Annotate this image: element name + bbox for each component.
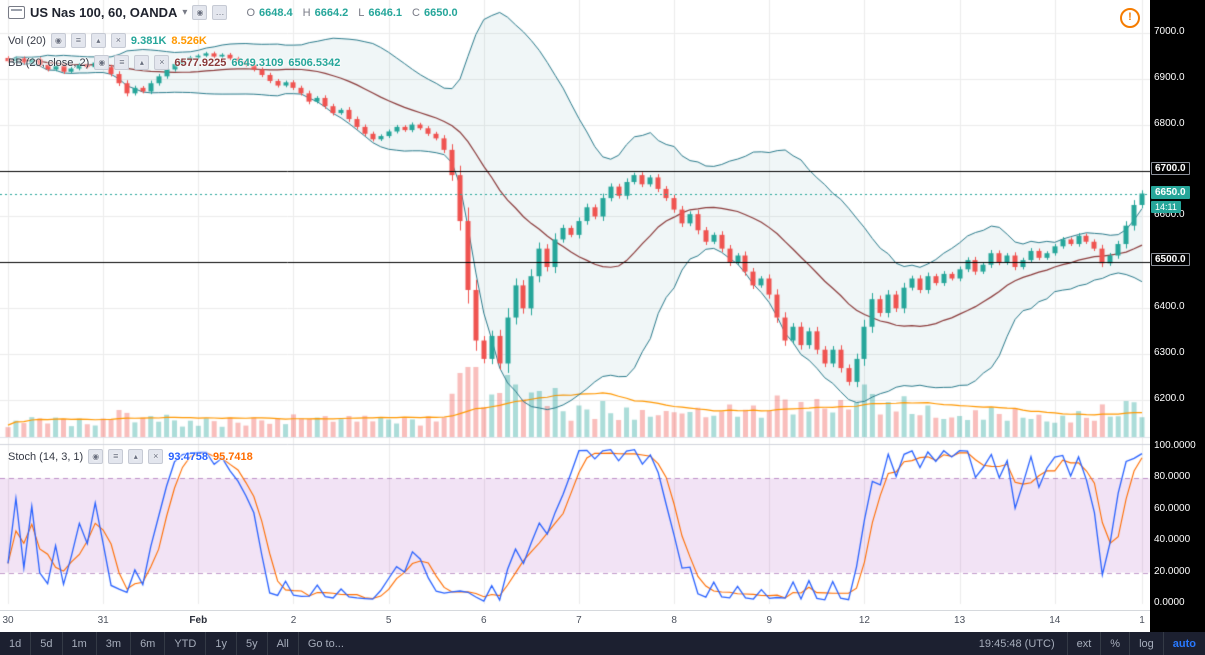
time-tick: 31 — [97, 615, 109, 626]
range-button[interactable]: YTD — [164, 632, 205, 655]
range-buttons: 1d 5d 1m 3m 6m YTD 1y 5y All — [0, 632, 298, 655]
chevron-down-icon[interactable] — [182, 7, 187, 18]
close-icon[interactable] — [154, 55, 170, 70]
stoch-indicator-label[interactable]: Stoch (14, 3, 1) — [8, 450, 84, 463]
high-value: 6664.2 — [314, 6, 349, 19]
bollinger-legend: BB (20, close, 2) 6577.9225 6649.3109 65… — [8, 55, 340, 70]
time-tick: 14 — [1049, 615, 1061, 626]
stoch-tick: 0.0000 — [1154, 597, 1185, 608]
stochastic-legend: Stoch (14, 3, 1) 93.4758 95.7418 — [8, 449, 253, 464]
eye-icon[interactable] — [50, 33, 66, 48]
ohlc-readout: O 6648.4 H 6664.2 L 6646.1 C 6650.0 — [240, 7, 457, 19]
price-tick: 6600.0 — [1154, 209, 1185, 221]
close-value: 6650.0 — [424, 6, 458, 19]
time-tick: 30 — [2, 615, 14, 626]
chart-pane[interactable]: US Nas 100, 60, OANDA O 6648.4 H 6664.2 … — [0, 0, 1150, 610]
eye-icon[interactable] — [88, 449, 104, 464]
goto-button[interactable]: Go to... — [297, 632, 353, 655]
range-button[interactable]: 1d — [9, 637, 22, 650]
time-tick: 13 — [954, 615, 966, 626]
move-up-icon[interactable] — [90, 33, 106, 48]
open-value: 6648.4 — [259, 6, 293, 19]
price-tick: 6900.0 — [1154, 71, 1185, 83]
stoch-tick: 40.0000 — [1154, 534, 1191, 546]
time-tick: Feb — [189, 615, 208, 626]
time-tick: 2 — [290, 615, 297, 626]
bb-upper-value: 6649.3109 — [231, 56, 284, 69]
price-tick: 6300.0 — [1154, 347, 1185, 359]
time-tick: 7 — [576, 615, 582, 626]
symbol-title[interactable]: US Nas 100, 60, OANDA — [30, 5, 178, 20]
move-up-icon[interactable] — [128, 449, 144, 464]
close-icon[interactable] — [148, 449, 164, 464]
stoch-tick: 80.0000 — [1154, 471, 1191, 483]
price-level-label: 6500.0 — [1151, 253, 1190, 267]
time-tick: 1 — [1139, 615, 1145, 626]
price-tick: 6200.0 — [1154, 393, 1185, 405]
stoch-tick: 20.0000 — [1154, 565, 1191, 577]
range-button[interactable]: 6m — [130, 632, 164, 655]
gear-icon[interactable] — [108, 449, 124, 464]
stoch-d-value: 95.7418 — [212, 450, 253, 463]
stoch-tick: 60.0000 — [1154, 502, 1191, 514]
eye-icon[interactable] — [94, 55, 110, 70]
bottom-toolbar: 1d 5d 1m 3m 6m YTD 1y 5y All Go to... 19:45:48 (… — [0, 632, 1205, 655]
scale-mode-button[interactable]: % — [1100, 632, 1129, 655]
volume-legend: Vol (20) 9.381K 8.526K — [8, 33, 207, 48]
symbol-legend: US Nas 100, 60, OANDA O 6648.4 H 6664.2 … — [8, 5, 458, 20]
time-tick: 9 — [766, 615, 773, 626]
bar-countdown-badge: 14:11 — [1151, 200, 1181, 213]
volume-indicator-label[interactable]: Vol (20) — [8, 34, 46, 47]
low-label: L — [358, 6, 365, 19]
eye-icon[interactable] — [192, 5, 208, 20]
high-label: H — [302, 6, 311, 19]
price-axis[interactable]: 7000.0 6900.0 6800.0 6700.0 6600.0 6500.0 6400… — [1150, 0, 1205, 632]
price-tick: 6400.0 — [1154, 301, 1185, 313]
scale-mode-button[interactable]: ext — [1066, 632, 1101, 655]
time-axis[interactable]: 30 31 Feb 2 5 6 7 8 9 12 13 14 1 — [0, 610, 1150, 633]
open-label: O — [246, 6, 255, 19]
more-icon[interactable] — [212, 5, 228, 20]
scale-mode-button[interactable]: log — [1129, 632, 1163, 655]
price-tick: 6800.0 — [1154, 117, 1185, 129]
low-value: 6646.1 — [368, 6, 403, 19]
price-chart-canvas[interactable] — [0, 0, 1150, 610]
price-tick: 7000.0 — [1154, 25, 1185, 37]
clock[interactable]: 19:45:48 (UTC) — [978, 637, 1055, 650]
bb-indicator-label[interactable]: BB (20, close, 2) — [8, 56, 90, 69]
time-tick: 5 — [385, 615, 392, 626]
chart-window-icon — [8, 6, 25, 19]
range-button[interactable]: 5d — [30, 632, 61, 655]
move-up-icon[interactable] — [134, 55, 150, 70]
price-level-label: 6700.0 — [1151, 161, 1190, 175]
volume-value: 9.381K — [130, 34, 167, 47]
bb-lower-value: 6506.5342 — [288, 56, 341, 69]
close-icon[interactable] — [110, 33, 126, 48]
range-button[interactable]: All — [266, 632, 298, 655]
alert-icon[interactable] — [1120, 8, 1140, 28]
volume-ma-value: 8.526K — [171, 34, 207, 47]
scale-mode-button[interactable]: auto — [1162, 632, 1205, 655]
time-tick: 8 — [671, 615, 677, 626]
stoch-tick: 100.0000 — [1154, 440, 1196, 451]
time-tick: 12 — [858, 615, 870, 626]
close-label: C — [412, 6, 420, 19]
range-button[interactable]: 3m — [95, 632, 130, 655]
gear-icon[interactable] — [70, 33, 86, 48]
bb-basis-value: 6577.9225 — [174, 56, 227, 69]
range-button[interactable]: 1y — [205, 632, 236, 655]
gear-icon[interactable] — [114, 55, 130, 70]
range-button[interactable]: 1m — [61, 632, 96, 655]
last-price-badge: 6650.0 — [1151, 185, 1190, 199]
scale-modes: ext% log auto — [1066, 632, 1205, 655]
stoch-k-value: 93.4758 — [168, 450, 208, 463]
time-tick: 6 — [481, 615, 487, 626]
range-button[interactable]: 5y — [235, 632, 267, 655]
